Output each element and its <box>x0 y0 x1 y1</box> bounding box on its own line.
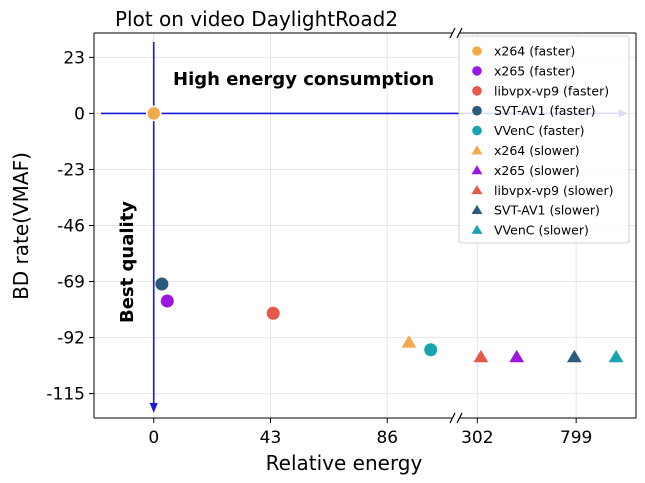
axis-break-mark <box>449 27 456 39</box>
legend-marker-vvenc-slower <box>471 224 483 234</box>
y-tick-label: -69 <box>57 273 85 293</box>
x-tick-label: 86 <box>376 428 398 448</box>
x-tick-label: 0 <box>148 428 159 448</box>
best-quality-annotation: Best quality <box>117 201 138 323</box>
y-tick-label: -23 <box>57 160 85 180</box>
data-point-vvenc-faster <box>424 343 438 357</box>
legend: x264 (faster) x265 (faster) libvpx-vp9 (fa… <box>458 35 630 244</box>
axis-break-mark <box>456 412 463 424</box>
axis-break-mark <box>449 412 456 424</box>
data-point-svt-av1-slower <box>566 349 582 363</box>
data-point-libvpx-vp9-slower <box>473 349 489 363</box>
legend-box <box>458 35 630 244</box>
axis-ticks: 23 0 -23 -46 -69 -92 -115 0 43 86 302 799 <box>46 48 592 448</box>
legend-label-libvpx-vp9-slower: libvpx-vp9 (slower) <box>494 183 613 198</box>
axis-break-mark <box>456 27 463 39</box>
y-axis-label: BD rate(VMAF) <box>9 152 33 300</box>
legend-marker-x265-slower <box>471 165 483 175</box>
y-tick-label: 23 <box>63 48 85 68</box>
x-axis-label: Relative energy <box>266 451 423 475</box>
data-point-x265-slower <box>509 349 525 363</box>
legend-marker-libvpx-vp9-slower <box>471 185 483 195</box>
legend-label-vvenc-slower: VVenC (slower) <box>494 223 589 238</box>
y-tick-label: 0 <box>74 104 85 124</box>
x-tick-label: 302 <box>461 428 493 448</box>
y-tick-label: -92 <box>57 329 85 349</box>
legend-label-svt-av1-faster: SVT-AV1 (faster) <box>494 103 596 118</box>
legend-label-x265-slower: x265 (slower) <box>494 163 580 178</box>
x-tick-label: 799 <box>560 428 592 448</box>
legend-marker-x264-slower <box>471 145 483 155</box>
data-points <box>145 105 624 363</box>
legend-marker-x264-faster <box>472 46 482 56</box>
legend-label-vvenc-faster: VVenC (faster) <box>494 123 585 138</box>
data-point-vvenc-slower <box>608 349 624 363</box>
data-point-svt-av1-faster <box>155 277 169 291</box>
chart-title: Plot on video DaylightRoad2 <box>115 7 398 31</box>
data-point-x264-slower <box>401 335 417 348</box>
vertical-arrow-head <box>149 403 158 413</box>
data-point-libvpx-vp9-faster <box>266 306 280 320</box>
legend-label-svt-av1-slower: SVT-AV1 (slower) <box>494 203 600 218</box>
legend-label-x264-slower: x264 (slower) <box>494 143 580 158</box>
legend-marker-svt-av1-slower <box>471 204 483 215</box>
x-tick-label: 43 <box>260 428 282 448</box>
y-tick-label: -115 <box>46 385 85 405</box>
legend-label-libvpx-vp9-faster: libvpx-vp9 (faster) <box>494 83 609 98</box>
legend-marker-libvpx-vp9-faster <box>472 86 482 96</box>
legend-marker-svt-av1-faster <box>472 105 482 116</box>
legend-label-x264-faster: x264 (faster) <box>494 44 575 59</box>
high-energy-annotation: High energy consumption <box>173 69 434 90</box>
legend-marker-vvenc-faster <box>472 125 482 136</box>
y-tick-label: -46 <box>57 217 85 237</box>
data-point-x265-faster <box>160 294 174 308</box>
reference-point <box>145 105 162 122</box>
legend-label-x265-faster: x265 (faster) <box>494 63 575 78</box>
legend-marker-x265-faster <box>472 66 482 76</box>
